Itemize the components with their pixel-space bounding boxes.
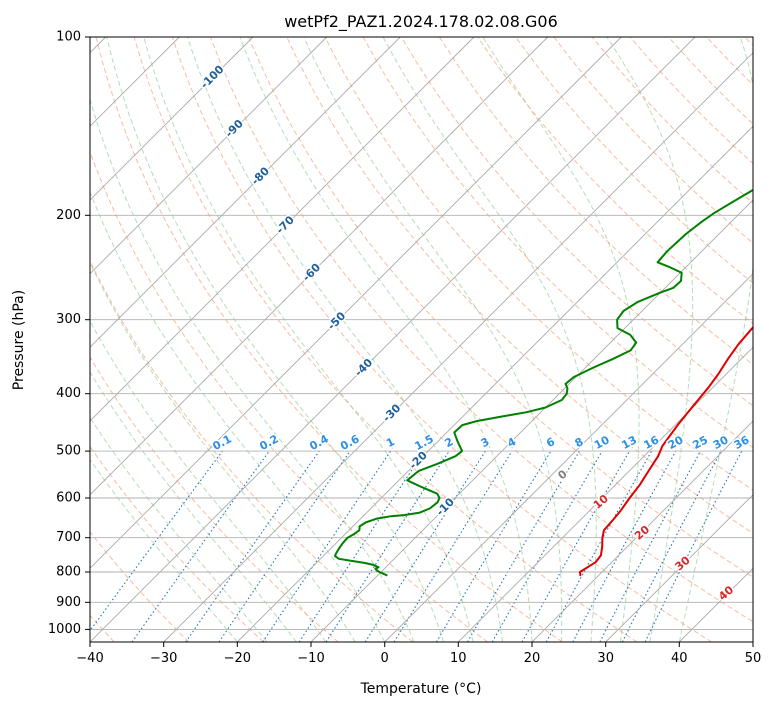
mixing-ratio-line	[545, 450, 653, 642]
y-tick-label: 900	[56, 595, 81, 610]
mixing-ratio-line	[521, 450, 630, 642]
x-tick-label: 30	[597, 651, 614, 666]
dry-adiabat	[95, 37, 563, 642]
dry-adiabat	[248, 37, 753, 578]
y-tick-label: 300	[56, 312, 81, 327]
isotherm	[90, 37, 254, 201]
plot-background	[90, 37, 753, 642]
y-tick-label: 700	[56, 530, 81, 545]
isotherm	[90, 37, 549, 496]
isotherm	[163, 52, 753, 642]
mixing-ratio-line	[185, 450, 320, 642]
y-tick-label: 500	[56, 444, 81, 459]
y-axis-title: Pressure (hPa)	[11, 290, 27, 390]
y-tick-label: 800	[56, 565, 81, 580]
isotherm	[236, 125, 753, 642]
moist-adiabat	[303, 37, 563, 642]
isotherm	[90, 37, 328, 275]
isotherm	[752, 641, 753, 642]
x-tick-label: −10	[297, 651, 324, 666]
profile-series	[334, 188, 753, 577]
dry-adiabat	[210, 37, 753, 623]
dry-adiabat	[171, 37, 712, 642]
isotherm	[310, 199, 753, 642]
dry-adiabat	[90, 531, 190, 642]
moist-adiabat	[143, 37, 474, 642]
x-tick-label: 50	[745, 651, 762, 666]
moist-adiabat	[90, 458, 238, 642]
mixing-ratio-line	[644, 450, 743, 642]
moist-adiabat	[106, 37, 445, 642]
moist-adiabats	[90, 37, 753, 642]
mixing-ratio-line	[298, 450, 425, 642]
x-tick-label: −20	[224, 651, 251, 666]
moist-adiabat	[382, 37, 597, 642]
x-axis-title: Temperature (°C)	[360, 681, 482, 697]
moist-adiabat	[187, 37, 503, 642]
isotherm	[90, 37, 475, 422]
plot-area: -100-90-80-70-60-50-40-30-20-10010203040…	[90, 37, 753, 642]
pressure-gridlines	[90, 37, 753, 630]
x-tick-label: 20	[524, 651, 541, 666]
mixing-ratio-line	[262, 450, 392, 642]
chart-title: wetPf2_PAZ1.2024.178.02.08.G06	[284, 12, 558, 32]
moist-adiabat	[606, 37, 694, 642]
isotherm	[605, 494, 753, 642]
dry-adiabat	[90, 150, 488, 642]
dry-adiabat	[90, 356, 339, 642]
dry-adiabat	[324, 37, 753, 491]
moist-adiabat	[90, 261, 356, 642]
mixing-ratio-line	[572, 450, 677, 642]
isotherm	[457, 346, 753, 642]
y-tick-label: 400	[56, 386, 81, 401]
mixing-ratio-lines	[90, 450, 743, 642]
mixing-ratio-line	[131, 450, 270, 642]
isotherm	[531, 420, 753, 642]
y-tick-label: 1000	[48, 622, 81, 637]
y-tick-label: 200	[56, 208, 81, 223]
x-tick-label: 40	[671, 651, 688, 666]
x-tick-label: 10	[450, 651, 467, 666]
isotherm	[90, 37, 401, 348]
dry-adiabat	[133, 37, 638, 642]
y-tick-label: 100	[56, 30, 81, 45]
moist-adiabat	[482, 37, 640, 642]
dewpoint-profile-line	[334, 188, 753, 577]
temperature-profile-line	[578, 325, 753, 577]
x-tick-label: 0	[381, 651, 389, 666]
plot-frame	[89, 36, 754, 643]
mixing-ratio-line	[218, 450, 351, 642]
y-axis: 100 200 300 400 500 600 700 800 900 1000	[48, 30, 90, 637]
x-tick-label: −40	[76, 651, 103, 666]
moist-adiabat	[90, 320, 327, 642]
moist-adiabat	[90, 416, 268, 642]
moist-adiabat	[90, 97, 415, 642]
x-axis: −40 −30 −20 −10 0 10 20 30 40 50	[76, 642, 761, 666]
mixing-ratio-line	[393, 450, 513, 642]
dry-adiabat	[90, 445, 264, 642]
isotherms	[90, 37, 753, 642]
moist-adiabat	[239, 37, 533, 642]
isotherm	[90, 37, 696, 642]
mixing-ratio-line	[325, 450, 450, 642]
x-tick-label: −30	[150, 651, 177, 666]
isotherm	[90, 37, 622, 569]
isotherm	[384, 273, 753, 642]
y-tick-label: 600	[56, 491, 81, 506]
mixing-ratio-line	[90, 450, 223, 632]
dry-adiabat	[400, 37, 753, 407]
dry-adiabat	[515, 37, 753, 284]
dry-adiabat	[438, 37, 753, 366]
